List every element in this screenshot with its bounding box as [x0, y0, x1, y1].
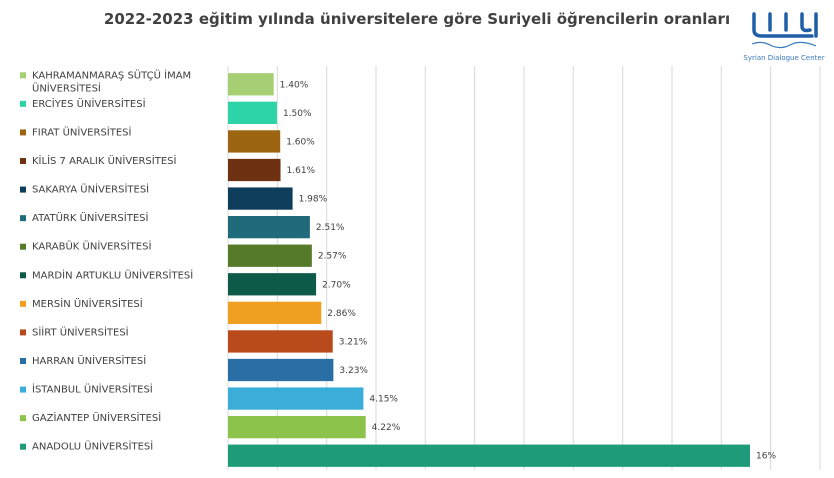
legend-label: FIRAT ÜNİVERSİTESİ — [32, 125, 131, 138]
logo-text: Syrian Dialogue Center — [743, 54, 825, 62]
legend-label: MERSİN ÜNİVERSİTESİ — [32, 297, 143, 310]
legend-swatch — [20, 158, 26, 164]
bar — [228, 101, 277, 124]
legend-swatch — [20, 100, 26, 107]
legend-swatch — [20, 415, 26, 422]
bar-value-label: 1.50% — [283, 109, 312, 119]
bar — [228, 273, 317, 296]
legend-label: KARABÜK ÜNİVERSİTESİ — [32, 240, 151, 253]
bar — [228, 73, 274, 96]
legend-swatch — [20, 300, 26, 307]
legend-label: ERCİYES ÜNİVERSİTESİ — [32, 97, 146, 110]
bar — [228, 387, 364, 410]
bar — [228, 216, 310, 239]
legend-label: İSTANBUL ÜNİVERSİTESİ — [32, 383, 153, 396]
bar-value-label: 16% — [756, 452, 776, 462]
legend-swatch — [20, 129, 26, 136]
legend-label: HARRAN ÜNİVERSİTESİ — [32, 354, 146, 367]
legend-label: KİLİS 7 ARALIK ÜNİVERSİTESİ — [32, 154, 176, 167]
bar — [228, 187, 293, 210]
legend-label: ANADOLU ÜNİVERSİTESİ — [32, 440, 153, 453]
legend-swatch — [20, 72, 26, 79]
chart-value-labels: 1.40% 1.50% 1.60% 1.61% 1.98% 2.51% 2.57% 2.70%… — [280, 80, 777, 461]
legend-label: KAHRAMANMARAŞ SÜTÇÜ İMAM ÜNİVERSİTESİ — [32, 68, 191, 94]
legend-swatch — [20, 358, 26, 364]
syrian-dialogue-center-logo: Syrian Dialogue Center — [742, 8, 826, 68]
bar — [228, 330, 333, 353]
legend-swatch — [20, 329, 26, 336]
bar-value-label: 3.21% — [339, 337, 368, 347]
bar-value-label: 2.51% — [316, 223, 345, 233]
bar-value-label: 3.23% — [339, 366, 368, 376]
chart-legend: KAHRAMANMARAŞ SÜTÇÜ İMAM ÜNİVERSİTESİ ERCİ… — [20, 68, 193, 453]
bar-value-label: 4.22% — [372, 423, 401, 433]
legend-swatch — [20, 186, 26, 193]
bar — [228, 358, 334, 382]
bar-value-label: 1.61% — [287, 166, 316, 176]
bar — [228, 416, 366, 439]
legend-swatch — [20, 272, 26, 279]
legend-label: ATATÜRK ÜNİVERSİTESİ — [32, 211, 148, 224]
bar-value-label: 2.86% — [327, 309, 356, 319]
bar-value-label: 4.15% — [369, 395, 398, 405]
legend-swatch — [20, 386, 26, 393]
legend-swatch — [20, 215, 26, 222]
bar — [228, 158, 281, 182]
legend-label: SAKARYA ÜNİVERSİTESİ — [32, 183, 149, 196]
bar — [228, 244, 312, 267]
chart-bars — [228, 73, 750, 467]
bar-value-label: 1.98% — [299, 195, 328, 205]
legend-label: SİİRT ÜNİVERSİTESİ — [32, 325, 129, 338]
bar-value-label: 2.70% — [322, 280, 351, 290]
logo-mark-icon — [751, 12, 818, 49]
legend-swatch — [20, 443, 26, 450]
bar-value-label: 2.57% — [318, 252, 347, 262]
legend-swatch — [20, 243, 26, 250]
bar — [228, 130, 281, 153]
bar-value-label: 1.40% — [280, 80, 309, 90]
chart-title: 2022-2023 eğitim yılında üniversitelere … — [103, 10, 731, 28]
legend-label: GAZİANTEP ÜNİVERSİTESİ — [32, 411, 161, 424]
bar-value-label: 1.60% — [286, 137, 315, 147]
chart-grid — [227, 66, 821, 470]
legend-label: MARDİN ARTUKLU ÜNİVERSİTESİ — [32, 268, 193, 281]
bar — [228, 444, 750, 467]
bar — [228, 301, 322, 324]
